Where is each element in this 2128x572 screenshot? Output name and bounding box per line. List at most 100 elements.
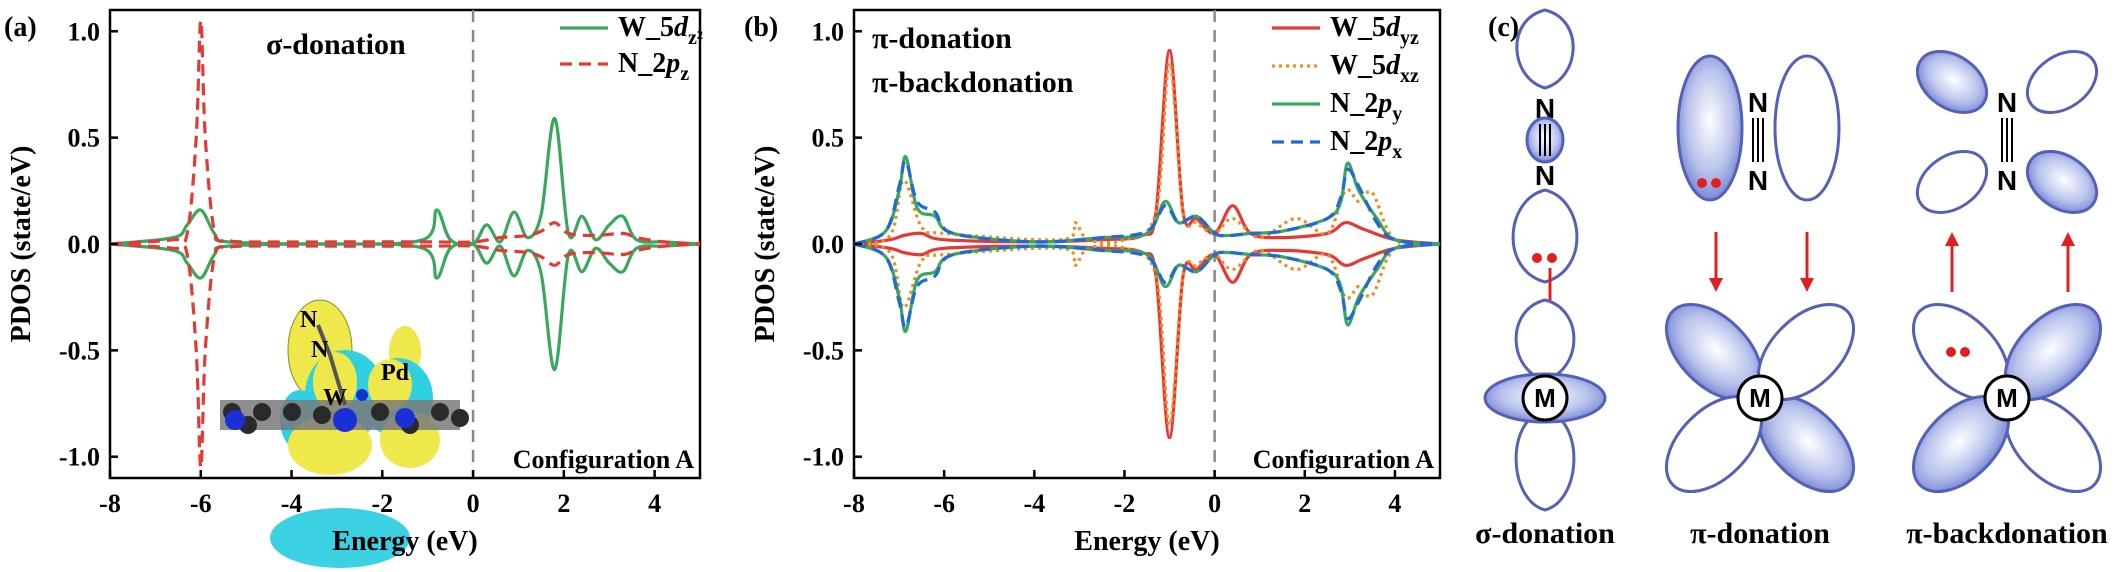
x-tick-label: -6 bbox=[933, 489, 955, 518]
legend-entry: N_2py bbox=[1330, 88, 1402, 125]
sigma-metal-atom bbox=[1521, 374, 1569, 422]
legend-entry: W_5dyz bbox=[1330, 12, 1419, 49]
x-tick-label: -4 bbox=[1023, 489, 1045, 518]
panel-b-title-line-2: π-backdonation bbox=[872, 66, 1074, 99]
backdonation-lobe-top-right bbox=[2025, 50, 2099, 114]
panel-b-x-ticks: -8 -6 -4 -2 0 2 4 bbox=[843, 470, 1401, 518]
panel-b-label: (b) bbox=[744, 12, 778, 43]
backdonation-atom-m: M bbox=[1996, 383, 2018, 413]
x-tick-label: 4 bbox=[648, 489, 661, 518]
y-tick-label: -0.5 bbox=[803, 336, 844, 365]
inset-label-pd: Pd bbox=[381, 360, 410, 386]
panel-a-label: (a) bbox=[4, 12, 37, 43]
panel-a-y-axis-label: PDOS (state/eV) bbox=[6, 146, 37, 343]
x-tick-label: -8 bbox=[843, 489, 865, 518]
panel-a-x-ticks: -8 -6 -4 -2 0 2 4 bbox=[99, 470, 661, 518]
pi-empty-lobe bbox=[1773, 54, 1841, 202]
y-tick-label: 0.5 bbox=[812, 124, 845, 153]
x-tick-label: 4 bbox=[1388, 489, 1401, 518]
sigma-atom-n-top: N bbox=[1535, 93, 1555, 124]
panel-b-title-line-1: π-donation bbox=[872, 22, 1012, 55]
panel-b-series-group bbox=[853, 48, 1441, 440]
panel-a-x-axis-label: Energy (eV) bbox=[332, 526, 477, 557]
x-tick-label: 2 bbox=[1298, 489, 1311, 518]
sigma-upper-lobe bbox=[1515, 8, 1575, 90]
y-tick-label: -0.5 bbox=[59, 336, 100, 365]
pi-donation-caption: π-donation bbox=[1690, 517, 1830, 550]
panel-b: (b) -8 -6 -4 -2 0 2 4 1.0 0.5 0.0 -0.5 -1.0 Energy… bbox=[744, 8, 1442, 557]
sigma-electron-2 bbox=[1547, 253, 1557, 263]
legend-entry: N_2px bbox=[1330, 126, 1402, 163]
backdonation-lobe-top-left bbox=[1915, 50, 1989, 114]
backdonation-metal-d-orbital bbox=[1911, 302, 2103, 494]
y-tick-label: 0.5 bbox=[68, 124, 101, 153]
panel-b-y-ticks: 1.0 0.5 0.0 -0.5 -1.0 bbox=[803, 17, 862, 472]
x-tick-label: -2 bbox=[1114, 489, 1136, 518]
legend-entry: N_2pz bbox=[618, 48, 689, 85]
backdonation-lobe-bottom-left bbox=[1915, 150, 1989, 214]
series-line-w5dxz-down bbox=[853, 241, 1441, 427]
panel-b-annotation: Configuration A bbox=[1253, 445, 1435, 474]
sigma-donation-caption: σ-donation bbox=[1475, 517, 1615, 550]
series-line-n2px-up bbox=[853, 159, 1441, 246]
x-tick-label: 2 bbox=[557, 489, 570, 518]
pi-donation-diagram: N N M π-donation bbox=[1664, 54, 1856, 550]
x-tick-label: 0 bbox=[1208, 489, 1221, 518]
x-tick-label: -8 bbox=[99, 489, 121, 518]
y-tick-label: 0.0 bbox=[812, 230, 845, 259]
x-tick-label: 0 bbox=[467, 489, 480, 518]
y-tick-label: -1.0 bbox=[803, 443, 844, 472]
panel-a-y-ticks: 1.0 0.5 0.0 -0.5 -1.0 bbox=[59, 17, 118, 472]
panel-a: (a) bbox=[4, 8, 703, 568]
pi-atom-n-bottom: N bbox=[1748, 165, 1768, 196]
backdonation-atom-n-top: N bbox=[1997, 87, 2017, 118]
panel-a-inset-structure: N N W Pd bbox=[220, 299, 469, 568]
inset-label-n1: N bbox=[300, 307, 318, 333]
y-tick-label: 1.0 bbox=[812, 17, 845, 46]
series-line-w5dyz-down bbox=[853, 242, 1441, 440]
inset-label-n2: N bbox=[311, 337, 329, 363]
pi-electron-1 bbox=[1697, 178, 1707, 188]
y-tick-label: 1.0 bbox=[68, 17, 101, 46]
panel-c-orbital-diagram: (c) N N M σ-donation N bbox=[1475, 8, 2108, 550]
series-line-n2px-down bbox=[853, 242, 1441, 329]
panel-a-plot-area: N N W Pd bbox=[108, 8, 702, 568]
sigma-metal-top-lobe bbox=[1514, 298, 1576, 382]
inset-label-w: W bbox=[323, 385, 347, 411]
panel-a-title: σ-donation bbox=[266, 28, 406, 61]
legend-entry: W_5dz² bbox=[618, 12, 703, 49]
series-line-w5dxz-up bbox=[853, 61, 1441, 247]
pi-electron-2 bbox=[1711, 178, 1721, 188]
sigma-atom-m: M bbox=[1534, 383, 1556, 413]
sigma-atom-n-bottom: N bbox=[1535, 160, 1555, 191]
pi-atom-n-top: N bbox=[1748, 87, 1768, 118]
y-tick-label: -1.0 bbox=[59, 443, 100, 472]
series-line-n2pz-down bbox=[109, 242, 701, 469]
x-tick-label: -6 bbox=[190, 489, 212, 518]
panel-c-label: (c) bbox=[1488, 12, 1519, 43]
panel-a-annotation: Configuration A bbox=[513, 445, 695, 474]
panel-b-x-axis-label: Energy (eV) bbox=[1074, 526, 1219, 557]
panel-b-y-axis-label: PDOS (state/eV) bbox=[750, 146, 781, 343]
x-tick-label: -2 bbox=[371, 489, 393, 518]
sigma-electron-1 bbox=[1532, 253, 1542, 263]
pi-backdonation-caption: π-backdonation bbox=[1906, 517, 2108, 550]
pi-metal-d-orbital bbox=[1664, 302, 1856, 494]
sigma-metal-bottom-lobe bbox=[1514, 408, 1576, 512]
pi-donor-filled-lobe bbox=[1676, 54, 1744, 202]
backdonation-lobe-bottom-right bbox=[2025, 150, 2099, 214]
pi-atom-m: M bbox=[1749, 383, 1771, 413]
pi-backdonation-diagram: N N M π-backdonation bbox=[1906, 50, 2108, 550]
legend-entry: W_5dxz bbox=[1330, 50, 1419, 87]
y-tick-label: 0.0 bbox=[68, 230, 101, 259]
x-tick-label: -4 bbox=[281, 489, 303, 518]
panel-a-series-group bbox=[109, 19, 701, 469]
sigma-donation-diagram: N N M σ-donation bbox=[1475, 8, 1615, 550]
backdonation-atom-n-bottom: N bbox=[1997, 165, 2017, 196]
series-line-n2pz-up bbox=[109, 19, 701, 246]
series-line-w5dz-down bbox=[109, 241, 701, 372]
sigma-lone-pair-lobe bbox=[1511, 188, 1579, 284]
